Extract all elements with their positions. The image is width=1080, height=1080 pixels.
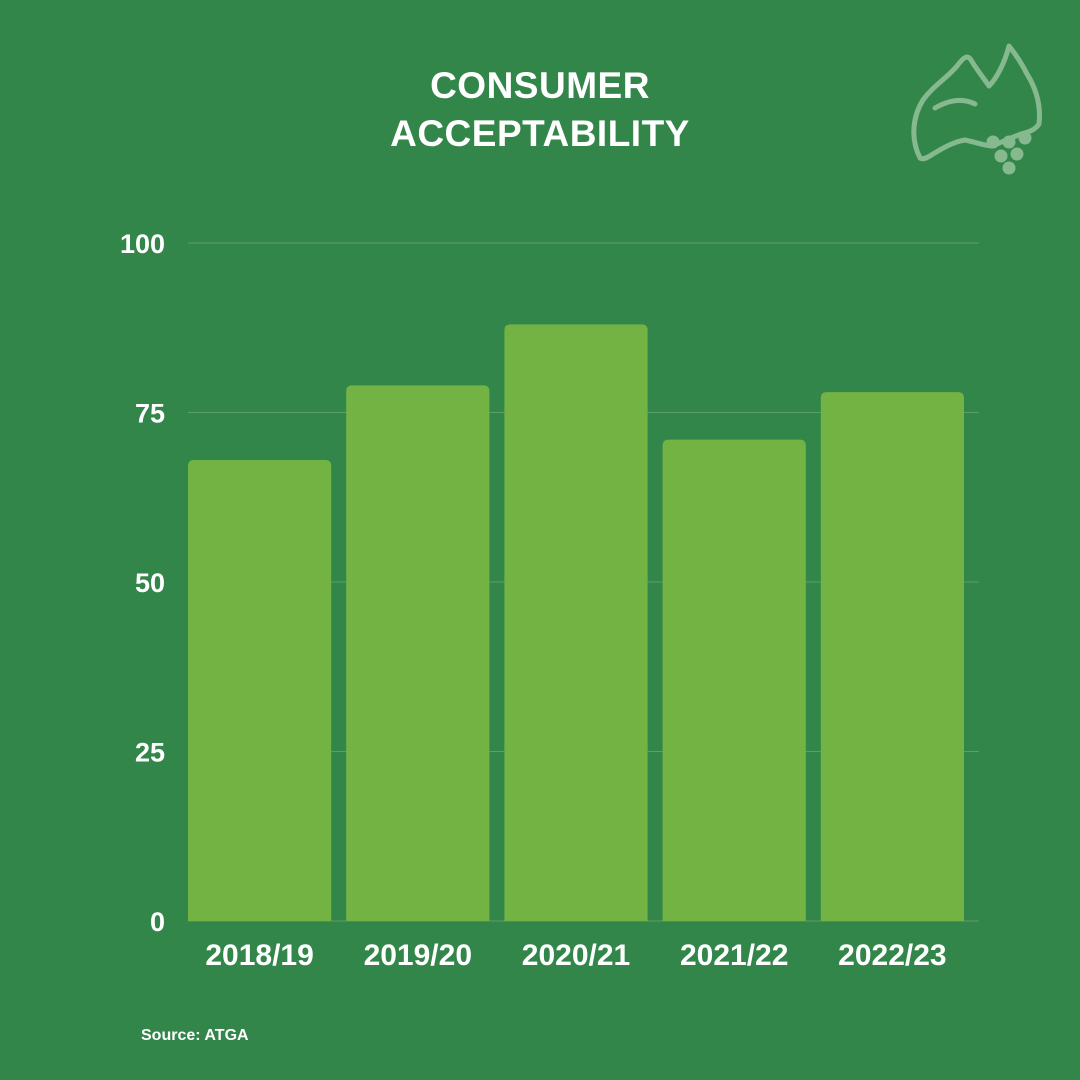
- y-tick-label: 75: [135, 399, 165, 429]
- chart-title-line-2: ACCEPTABILITY: [390, 113, 690, 154]
- bar-2019/20: [346, 385, 490, 921]
- x-tick-label: 2021/22: [680, 939, 788, 972]
- bar-2020/21: [504, 324, 648, 921]
- bars: [188, 324, 964, 921]
- x-tick-label: 2020/21: [522, 939, 630, 972]
- y-tick-label: 100: [120, 229, 165, 259]
- y-tick-label: 50: [135, 568, 165, 598]
- x-tick-label: 2018/19: [205, 939, 313, 972]
- y-tick-label: 0: [150, 907, 165, 937]
- x-tick-label: 2022/23: [838, 939, 946, 972]
- y-tick-label: 25: [135, 738, 165, 768]
- source-note: Source: ATGA: [141, 1027, 249, 1044]
- x-axis-tick-labels: 2018/19 2019/20 2020/21 2021/22 2022/23: [205, 939, 946, 972]
- chart-title: CONSUMER ACCEPTABILITY: [290, 62, 790, 158]
- y-axis-tick-labels: 0 25 50 75 100: [120, 229, 165, 937]
- bar-2022/23: [820, 392, 964, 921]
- australia-grapes-logo-icon: [911, 43, 1042, 175]
- x-tick-label: 2019/20: [364, 939, 472, 972]
- chart-title-line-1: CONSUMER: [430, 65, 650, 106]
- bar-2018/19: [188, 459, 332, 921]
- bar-2021/22: [662, 439, 806, 921]
